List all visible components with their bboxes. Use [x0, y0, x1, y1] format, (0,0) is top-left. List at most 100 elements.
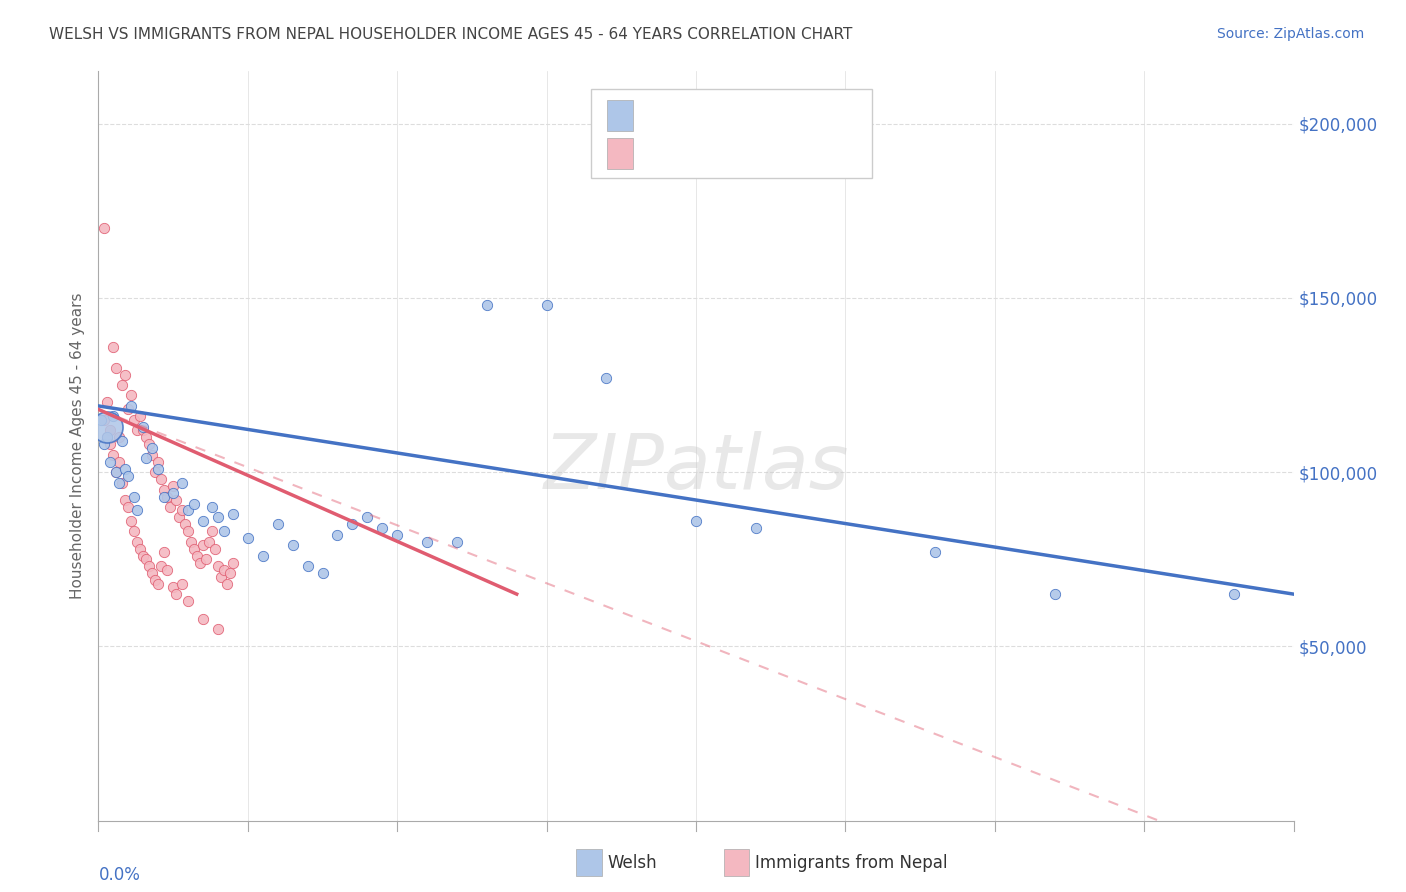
Point: [536, 298, 558, 312]
Point: [143, 465, 166, 479]
Point: [98, 423, 122, 437]
Point: [165, 587, 187, 601]
Point: [114, 461, 136, 475]
Point: [267, 517, 290, 532]
Point: [141, 448, 163, 462]
Y-axis label: Householder Income Ages 45 - 64 years: Householder Income Ages 45 - 64 years: [69, 293, 84, 599]
Point: [129, 409, 152, 424]
Point: [93, 413, 115, 427]
Point: [103, 340, 125, 354]
Point: [162, 580, 184, 594]
Point: [120, 399, 142, 413]
Point: [191, 611, 214, 625]
Point: [371, 521, 394, 535]
Point: [124, 490, 146, 504]
Point: [135, 552, 157, 566]
Point: [416, 534, 439, 549]
Point: [135, 451, 157, 466]
Point: [201, 500, 224, 514]
Point: [98, 455, 122, 469]
Point: [153, 545, 176, 559]
Point: [236, 532, 259, 546]
Point: [111, 378, 134, 392]
Text: Source: ZipAtlas.com: Source: ZipAtlas.com: [1216, 27, 1364, 41]
Point: [212, 563, 235, 577]
Point: [183, 496, 205, 510]
Point: [93, 221, 115, 235]
Point: [188, 556, 211, 570]
Point: [1223, 587, 1246, 601]
Point: [117, 500, 139, 514]
Point: [129, 541, 152, 556]
Point: [143, 573, 166, 587]
Point: [120, 388, 142, 402]
Point: [148, 461, 170, 475]
Point: [162, 486, 184, 500]
Point: [195, 552, 218, 566]
Point: [172, 475, 194, 490]
Point: [132, 549, 155, 563]
Point: [105, 360, 128, 375]
Point: [117, 468, 139, 483]
Point: [103, 448, 125, 462]
Point: [198, 534, 221, 549]
Point: [685, 514, 707, 528]
Point: [105, 465, 128, 479]
Text: ZIPatlas: ZIPatlas: [543, 432, 849, 506]
Point: [96, 430, 118, 444]
Point: [1043, 587, 1066, 601]
Point: [162, 479, 184, 493]
Point: [204, 541, 226, 556]
Point: [311, 566, 333, 581]
Point: [165, 493, 187, 508]
Point: [159, 500, 181, 514]
Point: [148, 455, 170, 469]
Point: [191, 538, 214, 552]
Point: [138, 559, 160, 574]
Point: [167, 510, 190, 524]
Point: [156, 490, 179, 504]
Point: [127, 534, 149, 549]
Point: [141, 441, 163, 455]
Point: [183, 541, 205, 556]
Point: [342, 517, 364, 532]
Point: [108, 475, 131, 490]
Point: [385, 528, 409, 542]
Point: [207, 622, 229, 636]
Point: [924, 545, 946, 559]
Point: [108, 455, 131, 469]
Text: R = -0.288    N = 70: R = -0.288 N = 70: [641, 145, 810, 163]
Text: WELSH VS IMMIGRANTS FROM NEPAL HOUSEHOLDER INCOME AGES 45 - 64 YEARS CORRELATION: WELSH VS IMMIGRANTS FROM NEPAL HOUSEHOLD…: [49, 27, 852, 42]
Point: [297, 559, 319, 574]
Point: [127, 423, 149, 437]
Point: [177, 503, 200, 517]
Point: [446, 534, 468, 549]
Point: [156, 563, 179, 577]
Point: [114, 493, 136, 508]
Point: [215, 576, 238, 591]
Point: [108, 430, 131, 444]
Point: [207, 510, 229, 524]
Point: [191, 514, 214, 528]
Point: [209, 570, 232, 584]
Point: [150, 559, 173, 574]
Point: [96, 395, 118, 409]
Point: [120, 514, 142, 528]
Point: [212, 524, 235, 539]
Point: [150, 472, 173, 486]
Point: [114, 368, 136, 382]
Point: [135, 430, 157, 444]
Point: [90, 413, 112, 427]
Point: [222, 507, 245, 521]
Point: [111, 475, 134, 490]
Point: [153, 483, 176, 497]
Point: [745, 521, 768, 535]
Text: Immigrants from Nepal: Immigrants from Nepal: [755, 854, 948, 871]
Point: [172, 503, 194, 517]
Point: [180, 534, 202, 549]
Point: [96, 420, 118, 434]
Point: [124, 524, 146, 539]
Point: [96, 430, 118, 444]
Text: 0.0%: 0.0%: [98, 865, 141, 884]
Point: [356, 510, 378, 524]
